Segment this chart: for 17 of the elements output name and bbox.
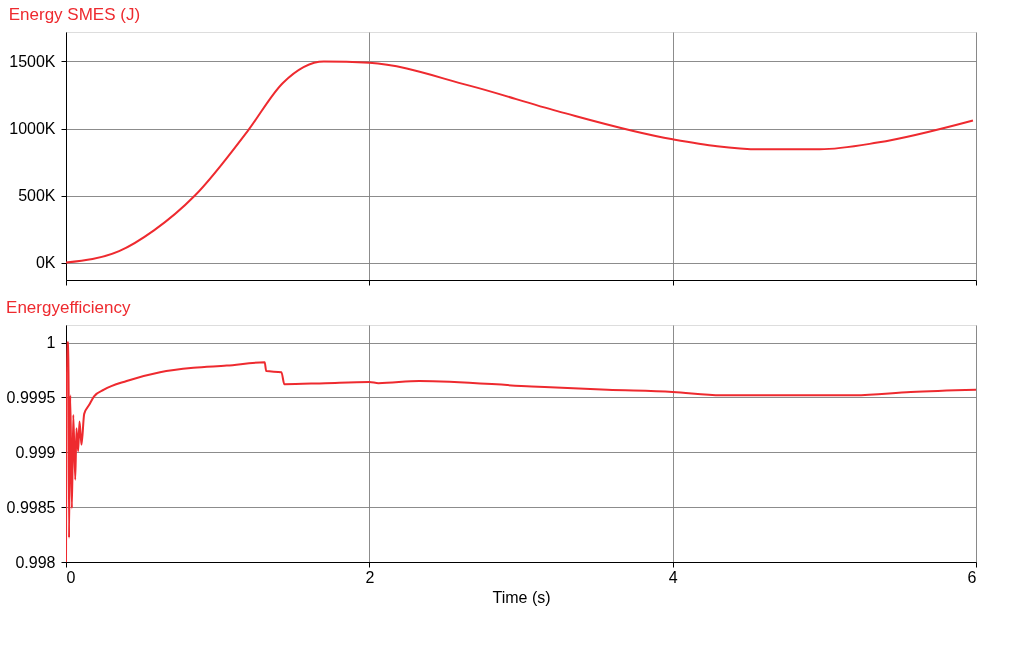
chart-title: Energy SMES (J) — [8, 5, 141, 24]
x-tick-label: 4 — [668, 568, 678, 586]
y-tick-label: 1000K — [9, 120, 56, 138]
y-tick-label: 0.9995 — [6, 388, 56, 406]
y-tick-label: 1500K — [9, 52, 56, 70]
x-axis-title: Time (s) — [492, 588, 551, 606]
x-tick-label: 6 — [967, 568, 977, 586]
y-tick-label: 0.999 — [15, 443, 56, 461]
y-tick-label: 0K — [35, 254, 56, 272]
y-tick-label: 500K — [18, 187, 56, 205]
x-tick-label: 2 — [365, 568, 375, 586]
y-tick-label: 0.9985 — [6, 498, 56, 516]
y-tick-label: 1 — [46, 334, 56, 352]
y-tick-label: 0.998 — [15, 553, 56, 571]
x-tick-label: 0 — [66, 568, 76, 586]
chart-title: Energyefficiency — [6, 298, 131, 317]
line-series — [66, 60, 974, 264]
